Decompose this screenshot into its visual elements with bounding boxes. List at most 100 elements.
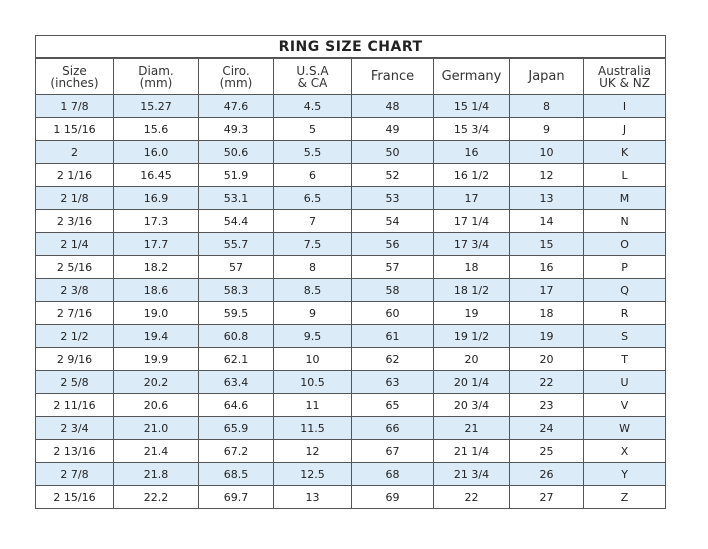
table-cell: 13: [509, 186, 584, 210]
table-cell: 60: [351, 301, 434, 325]
table-row: 2 1/2 19.4 60.8 9.5 61 19 1/2 19 S: [35, 324, 667, 348]
table-cell: K: [582, 140, 667, 164]
table-cell: 19: [433, 301, 510, 325]
table-row: 2 5/8 20.2 63.4 10.5 63 20 1/4 22 U: [35, 370, 667, 394]
column-header: Australia UK & NZ: [582, 57, 667, 95]
column-header-line: Australia: [598, 63, 652, 78]
table-cell: 10: [509, 140, 584, 164]
table-cell: P: [582, 255, 667, 279]
table-cell: 20: [509, 347, 584, 371]
table-cell: 58: [351, 278, 434, 302]
column-header: Size (inches): [35, 57, 114, 95]
table-cell: Y: [582, 462, 667, 486]
column-header: Japan: [509, 57, 584, 95]
table-cell: 60.8: [198, 324, 274, 348]
table-cell: 14: [509, 209, 584, 233]
table-cell: 20 3/4: [433, 393, 510, 417]
table-cell: 51.9: [198, 163, 274, 187]
table-cell: 65.9: [198, 416, 274, 440]
table-cell: 19.0: [113, 301, 199, 325]
table-row: 2 3/4 21.0 65.9 11.5 66 21 24 W: [35, 416, 667, 440]
column-header-line: (mm): [139, 75, 173, 90]
column-header: U.S.A & CA: [273, 57, 352, 95]
table-cell: 20 1/4: [433, 370, 510, 394]
table-cell: 1 15/16: [35, 117, 114, 141]
table-cell: 53: [351, 186, 434, 210]
table-row: 2 16.0 50.6 5.5 50 16 10 K: [35, 140, 667, 164]
table-cell: 12: [273, 439, 352, 463]
table-cell: 22: [509, 370, 584, 394]
column-header: Diam. (mm): [113, 57, 199, 95]
table-cell: S: [582, 324, 667, 348]
table-cell: 26: [509, 462, 584, 486]
table-cell: 17 1/4: [433, 209, 510, 233]
table-cell: 68: [351, 462, 434, 486]
table-cell: N: [582, 209, 667, 233]
chart-title: RING SIZE CHART: [34, 35, 667, 59]
table-cell: 9: [273, 301, 352, 325]
table-cell: 17: [433, 186, 510, 210]
table-cell: 2 1/8: [35, 186, 114, 210]
table-cell: 21 3/4: [433, 462, 510, 486]
column-header-line: (mm): [219, 75, 253, 90]
table-cell: 2 3/4: [35, 416, 114, 440]
table-cell: 18: [509, 301, 584, 325]
table-row: 2 7/16 19.0 59.5 9 60 19 18 R: [35, 301, 667, 325]
table-cell: 24: [509, 416, 584, 440]
column-header-line: Ciro.: [222, 63, 250, 78]
table-cell: 20.2: [113, 370, 199, 394]
table-cell: 15 1/4: [433, 94, 510, 118]
column-headers: Size (inches) Diam. (mm) Ciro. (mm) U.S.A & CA F…: [35, 57, 667, 95]
table-cell: 7.5: [273, 232, 352, 256]
table-cell: M: [582, 186, 667, 210]
table-cell: 21.0: [113, 416, 199, 440]
table-cell: 18.6: [113, 278, 199, 302]
table-cell: 15 3/4: [433, 117, 510, 141]
table-cell: 6: [273, 163, 352, 187]
table-cell: 2 7/8: [35, 462, 114, 486]
table-cell: 67.2: [198, 439, 274, 463]
table-cell: 17.7: [113, 232, 199, 256]
table-cell: 67: [351, 439, 434, 463]
table-cell: 4.5: [273, 94, 352, 118]
table-cell: 2 3/16: [35, 209, 114, 233]
table-cell: 69: [351, 485, 434, 509]
table-cell: 5: [273, 117, 352, 141]
column-header-line: UK & NZ: [599, 75, 650, 90]
column-header-line: Size: [62, 63, 87, 78]
table-cell: X: [582, 439, 667, 463]
table-cell: 2 5/16: [35, 255, 114, 279]
table-cell: 9.5: [273, 324, 352, 348]
table-cell: 10: [273, 347, 352, 371]
table-row: 2 1/8 16.9 53.1 6.5 53 17 13 M: [35, 186, 667, 210]
table-cell: Z: [582, 485, 667, 509]
table-cell: 50.6: [198, 140, 274, 164]
table-cell: 2 1/2: [35, 324, 114, 348]
table-cell: 48: [351, 94, 434, 118]
column-header-line: Germany: [441, 68, 502, 84]
column-header-line: France: [370, 68, 415, 84]
table-cell: 21 1/4: [433, 439, 510, 463]
table-cell: 49.3: [198, 117, 274, 141]
table-cell: 11: [273, 393, 352, 417]
table-cell: 16: [509, 255, 584, 279]
table-cell: 12: [509, 163, 584, 187]
table-cell: 19 1/2: [433, 324, 510, 348]
table-cell: L: [582, 163, 667, 187]
table-cell: 27: [509, 485, 584, 509]
column-header-line: U.S.A: [296, 63, 329, 78]
table-cell: 65: [351, 393, 434, 417]
column-header-line: (inches): [50, 75, 99, 90]
table-row: 2 3/8 18.6 58.3 8.5 58 18 1/2 17 Q: [35, 278, 667, 302]
table-cell: 15.27: [113, 94, 199, 118]
table-cell: 16.0: [113, 140, 199, 164]
table-cell: Q: [582, 278, 667, 302]
table-cell: 2 7/16: [35, 301, 114, 325]
table-cell: 19.4: [113, 324, 199, 348]
table-cell: 64.6: [198, 393, 274, 417]
table-cell: 69.7: [198, 485, 274, 509]
table-cell: 63: [351, 370, 434, 394]
table-cell: 62.1: [198, 347, 274, 371]
table-cell: 66: [351, 416, 434, 440]
table-cell: 22: [433, 485, 510, 509]
